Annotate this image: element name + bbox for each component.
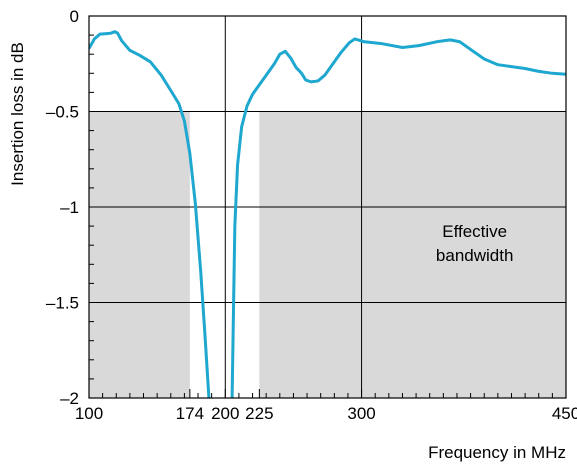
shaded-band-2 — [259, 111, 566, 398]
shaded-band-1 — [89, 111, 190, 398]
y-tick-label-1: 0 — [70, 7, 79, 26]
series-layer — [89, 30, 566, 398]
annotation-line-1: Effective — [442, 222, 507, 241]
y-tick-label-5: –2 — [60, 389, 79, 408]
series-line-segment-2 — [230, 37, 566, 398]
y-tick-label-2: –0.5 — [46, 103, 79, 122]
annotations: Effective bandwidth — [436, 222, 514, 265]
y-tick-label-3: –1 — [60, 198, 79, 217]
y-tick-label-4: –1.5 — [46, 294, 79, 313]
y-axis-title: Insertion loss in dB — [8, 42, 27, 186]
annotation-line-2: bandwidth — [436, 246, 514, 265]
x-tick-label-450: 450 — [552, 404, 577, 423]
x-tick-label-200: 200 — [211, 404, 239, 423]
x-tick-label-100: 100 — [75, 404, 103, 423]
x-tick-label-225: 225 — [245, 404, 273, 423]
shaded-regions — [89, 111, 566, 398]
gridlines — [89, 16, 566, 398]
series-line-segment-1 — [89, 30, 211, 398]
x-tick-label-300: 300 — [347, 404, 375, 423]
x-axis-title: Frequency in MHz — [428, 443, 566, 462]
axis-ticks: 100 174 200 225 300 450 0 –0.5 –1 –1.5 –2 — [46, 7, 577, 423]
x-tick-label-174: 174 — [176, 404, 204, 423]
